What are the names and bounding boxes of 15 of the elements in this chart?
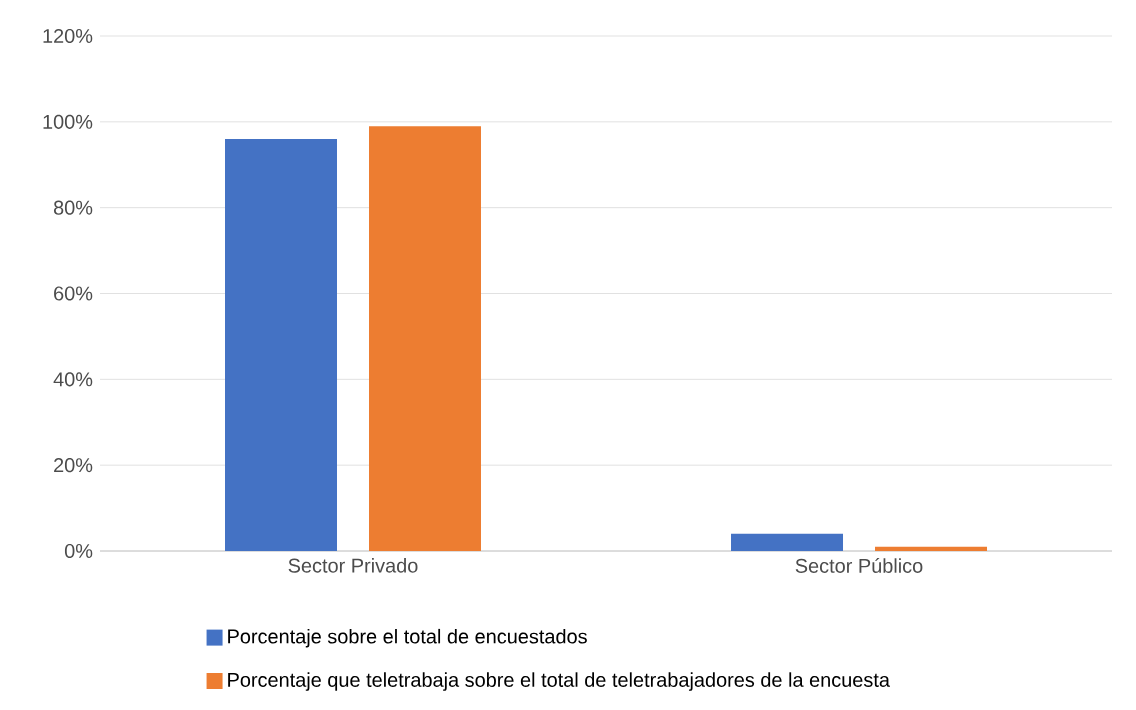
x-tick-label: Sector Privado (288, 558, 418, 573)
y-tick-label: 20% (54, 458, 93, 473)
bar (225, 139, 337, 551)
y-tick-label: 100% (43, 114, 93, 129)
y-tick-label: 40% (53, 372, 93, 387)
bar (369, 126, 481, 551)
legend-label: Porcentaje sobre el total de encuestados (228, 628, 587, 648)
y-tick-label: 0% (64, 543, 93, 559)
y-tick-label: 80% (53, 200, 93, 215)
bar (731, 533, 844, 551)
bar (875, 546, 988, 551)
y-tick-label: 60% (54, 286, 93, 301)
legend-label: Porcentaje que teletrabaja sobre el total de teletrabajadores de la encuesta (228, 672, 890, 691)
y-tick-label: 120% (43, 28, 93, 44)
x-tick-label: Sector Público (795, 558, 923, 573)
